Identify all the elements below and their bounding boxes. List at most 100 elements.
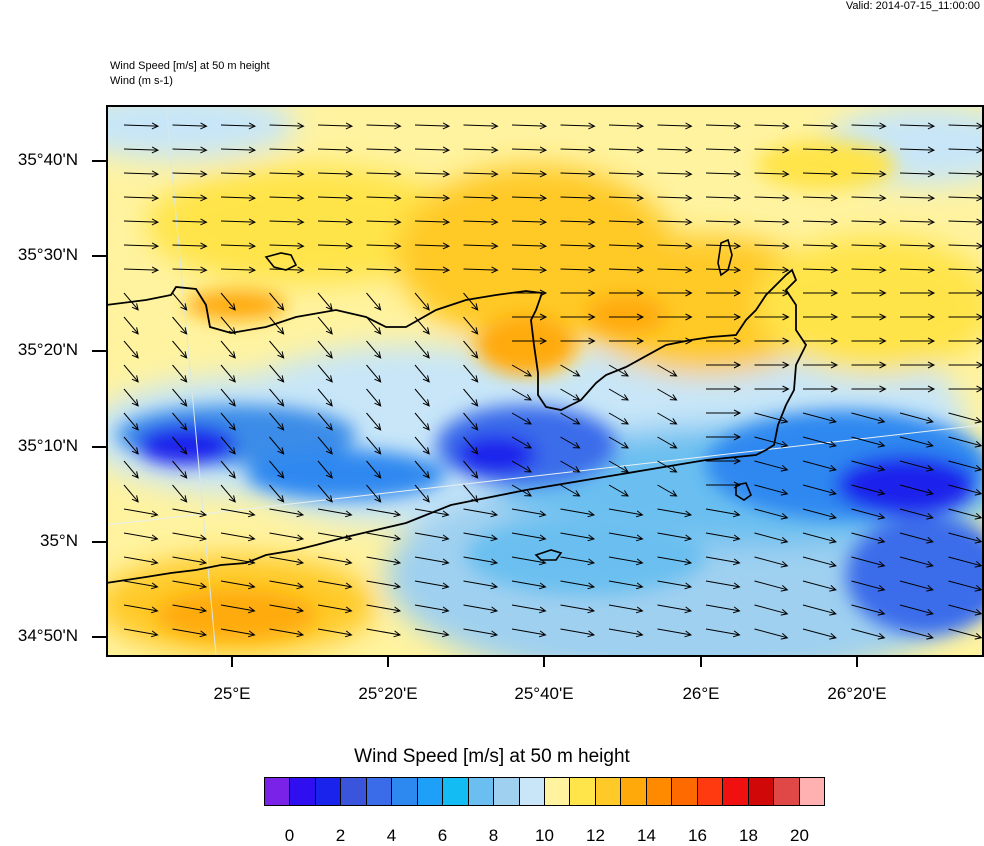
wind-arrow	[172, 436, 188, 455]
colorbar-swatch	[672, 778, 698, 805]
wind-arrow	[172, 316, 188, 335]
wind-arrow	[269, 218, 305, 226]
wind-arrow	[463, 218, 499, 226]
wind-arrow	[366, 242, 402, 250]
wind-arrow	[948, 484, 982, 496]
wind-arrow	[560, 412, 581, 425]
wind-arrow	[220, 292, 236, 311]
wind-arrow	[899, 580, 934, 592]
wind-arrow	[899, 556, 934, 568]
wind-arrow	[705, 170, 742, 178]
wind-arrow	[220, 484, 236, 503]
wind-arrow	[220, 170, 257, 178]
wind-arrow	[463, 122, 499, 130]
wind-arrow	[123, 364, 139, 383]
wind-arrow	[317, 460, 333, 479]
wind-arrow	[123, 508, 159, 518]
wind-arrow	[463, 316, 479, 335]
wind-arrow	[900, 337, 936, 345]
wind-arrow	[560, 170, 596, 178]
wind-arrow	[754, 385, 790, 393]
wind-arrow	[948, 604, 982, 616]
wind-arrow	[511, 266, 548, 274]
wind-arrow	[172, 532, 208, 542]
wind-arrow	[560, 484, 581, 497]
wind-arrow	[851, 361, 887, 369]
wind-arrow	[414, 170, 451, 178]
lat-tick	[92, 446, 106, 448]
wind-arrow	[560, 194, 596, 202]
colorbar-swatch	[697, 778, 724, 805]
lat-label-35-40: 35°40'N	[17, 150, 78, 169]
lon-label-25-20: 25°20'E	[358, 684, 418, 703]
wind-arrow	[463, 436, 479, 455]
wind-arrow	[900, 289, 936, 297]
wind-arrow	[414, 122, 451, 130]
wind-arrow	[511, 194, 548, 202]
wind-arrow	[220, 218, 257, 226]
wind-arrow	[511, 242, 548, 250]
wind-arrow	[705, 146, 742, 154]
wind-arrow	[172, 194, 208, 202]
vector-title: Wind (m s-1)	[110, 75, 173, 87]
wind-arrow	[608, 508, 644, 518]
wind-arrow	[269, 146, 305, 154]
wind-arrow	[220, 146, 257, 154]
wind-arrow	[172, 170, 208, 178]
wind-arrow	[803, 385, 839, 393]
wind-arrow	[948, 385, 982, 393]
wind-arrow	[560, 289, 596, 297]
wind-arrow	[220, 122, 257, 130]
wind-arrow	[560, 580, 596, 590]
wind-arrow	[123, 218, 160, 226]
wind-arrow	[754, 460, 789, 472]
wind-arrow	[560, 604, 596, 614]
wind-arrow	[851, 218, 887, 226]
island-koufonisi	[735, 482, 752, 501]
wind-arrow	[657, 289, 693, 297]
wind-arrow	[317, 170, 354, 178]
lat-tick	[92, 160, 106, 162]
wind-arrow	[123, 580, 159, 590]
wind-arrow	[269, 194, 305, 202]
wind-arrow	[851, 604, 886, 616]
colorbar-swatch	[621, 778, 647, 805]
wind-arrow	[172, 340, 188, 359]
wind-arrow	[269, 364, 285, 383]
wind-arrow	[220, 316, 236, 335]
wind-arrow	[754, 122, 790, 130]
colorbar-swatch	[366, 778, 393, 805]
wind-arrow	[657, 170, 693, 178]
lat-tick	[92, 255, 106, 257]
wind-arrow	[803, 289, 839, 297]
wind-arrow	[220, 364, 236, 383]
colorbar-swatch	[748, 778, 775, 805]
wind-arrow	[802, 122, 839, 130]
wind-arrow	[657, 412, 678, 425]
wind-arrow	[220, 266, 257, 274]
wind-arrow	[657, 218, 693, 226]
wind-arrow	[123, 242, 160, 250]
lat-label-35: 35°N	[40, 531, 78, 550]
colorbar-swatch	[341, 778, 367, 805]
wind-arrow	[608, 484, 630, 497]
wind-arrow	[802, 146, 839, 154]
wind-arrow	[899, 218, 936, 226]
wind-arrow	[608, 580, 644, 590]
wind-arrow	[657, 556, 693, 566]
wind-arrow	[851, 146, 887, 154]
wind-arrow	[851, 266, 887, 274]
wind-arrow	[269, 628, 305, 638]
wind-arrow	[512, 289, 548, 297]
wind-arrow	[123, 532, 159, 542]
wind-arrow	[366, 484, 382, 503]
wind-arrow	[899, 412, 934, 424]
wind-arrow	[948, 580, 982, 592]
wind-arrow	[705, 242, 742, 250]
graticule-line	[106, 424, 982, 526]
wind-arrow	[948, 289, 982, 297]
wind-arrow	[463, 412, 479, 431]
wind-arrow	[511, 146, 548, 154]
wind-arrow	[172, 628, 208, 638]
wind-arrow	[317, 580, 353, 590]
